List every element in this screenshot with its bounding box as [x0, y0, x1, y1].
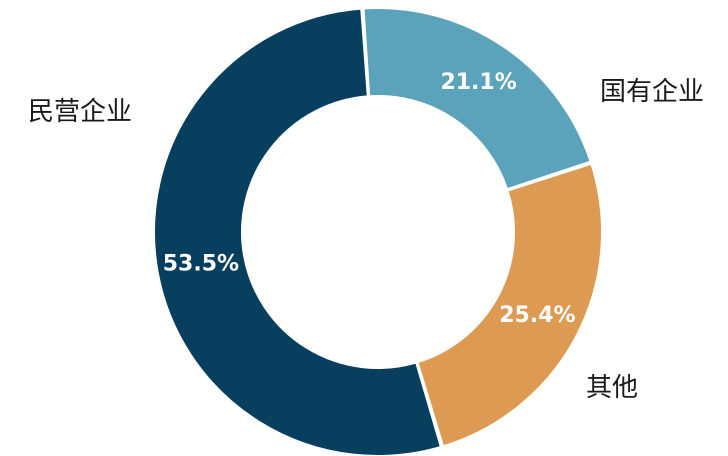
slice-category-label-2: 民营企业	[28, 97, 132, 127]
slice-category-label-0: 国有企业	[600, 77, 704, 107]
slice-value-label-1: 25.4%	[499, 303, 575, 328]
slice-2	[153, 7, 443, 456]
slice-category-label-1: 其他	[586, 373, 638, 403]
slices-group	[153, 7, 603, 456]
slice-value-label-0: 21.1%	[440, 70, 516, 95]
slice-1	[416, 162, 603, 448]
slice-value-label-2: 53.5%	[163, 252, 239, 277]
slice-0	[362, 7, 592, 191]
value-labels-group: 21.1% 25.4% 53.5%	[163, 70, 576, 328]
